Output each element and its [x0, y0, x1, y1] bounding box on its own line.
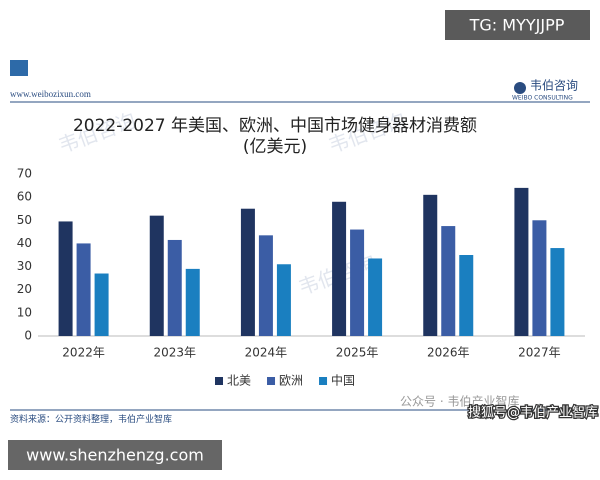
bar — [368, 258, 383, 336]
bar — [276, 264, 291, 336]
header-square — [10, 60, 28, 76]
bar — [459, 255, 474, 336]
chart-subtitle: (亿美元) — [243, 137, 307, 157]
y-tick-label: 40 — [17, 236, 32, 250]
y-tick-label: 30 — [17, 259, 32, 273]
bar — [149, 215, 164, 336]
bar — [514, 187, 529, 336]
y-tick-label: 70 — [17, 167, 32, 181]
legend-swatch — [215, 377, 223, 385]
footer-source: 资料来源：公开资料整理，韦伯产业智库 — [10, 413, 172, 424]
bar — [532, 220, 547, 336]
bar — [550, 248, 565, 336]
bar — [240, 208, 255, 336]
chart-title: 2022-2027 年美国、欧洲、中国市场健身器材消费额 — [73, 116, 477, 136]
legend-label: 中国 — [331, 373, 355, 388]
bar — [441, 226, 456, 336]
x-tick-label: 2026年 — [427, 346, 470, 360]
top-badge: TG: MYYJJPP — [469, 16, 565, 35]
bar — [76, 243, 91, 336]
brand: 韦伯咨询 — [530, 78, 578, 93]
y-tick-label: 20 — [17, 282, 32, 296]
x-tick-label: 2024年 — [245, 346, 288, 360]
brand-logo — [514, 82, 526, 94]
bottom-badge: www.shenzhenzg.com — [26, 446, 204, 465]
bottom-badge-box — [8, 440, 222, 470]
legend-label: 北美 — [227, 374, 251, 388]
bar — [185, 268, 200, 336]
y-tick-label: 10 — [17, 305, 32, 319]
x-tick-label: 2023年 — [153, 346, 196, 360]
x-tick-label: 2025年 — [336, 346, 379, 360]
bar — [94, 273, 109, 336]
footer-wechat: 公众号 · 韦伯产业智库 — [400, 394, 519, 409]
x-tick-label: 2022年 — [62, 346, 105, 360]
y-tick-label: 50 — [17, 213, 32, 227]
y-tick-label: 60 — [17, 190, 32, 204]
brand-en: WEIBO CONSULTING — [512, 95, 573, 102]
x-tick-label: 2027年 — [518, 346, 561, 360]
top-badge-box — [445, 10, 590, 40]
bar — [350, 229, 365, 336]
bar — [258, 235, 273, 336]
y-tick-label: 0 — [24, 329, 32, 343]
bar — [58, 221, 73, 336]
legend-swatch — [267, 377, 276, 385]
plot: 0 10 20 30 40 50 60 70 2022年 2023年 2024年 2025年 2026年… — [17, 167, 585, 388]
legend-swatch — [319, 377, 328, 385]
legend-label: 欧洲 — [279, 374, 303, 388]
bar — [423, 194, 438, 336]
header-site: www.weibozixun.com — [10, 89, 91, 99]
bar — [332, 201, 347, 336]
footer-sohu: 搜狐号@韦伯产业智库 — [468, 405, 598, 421]
bar — [167, 239, 182, 336]
